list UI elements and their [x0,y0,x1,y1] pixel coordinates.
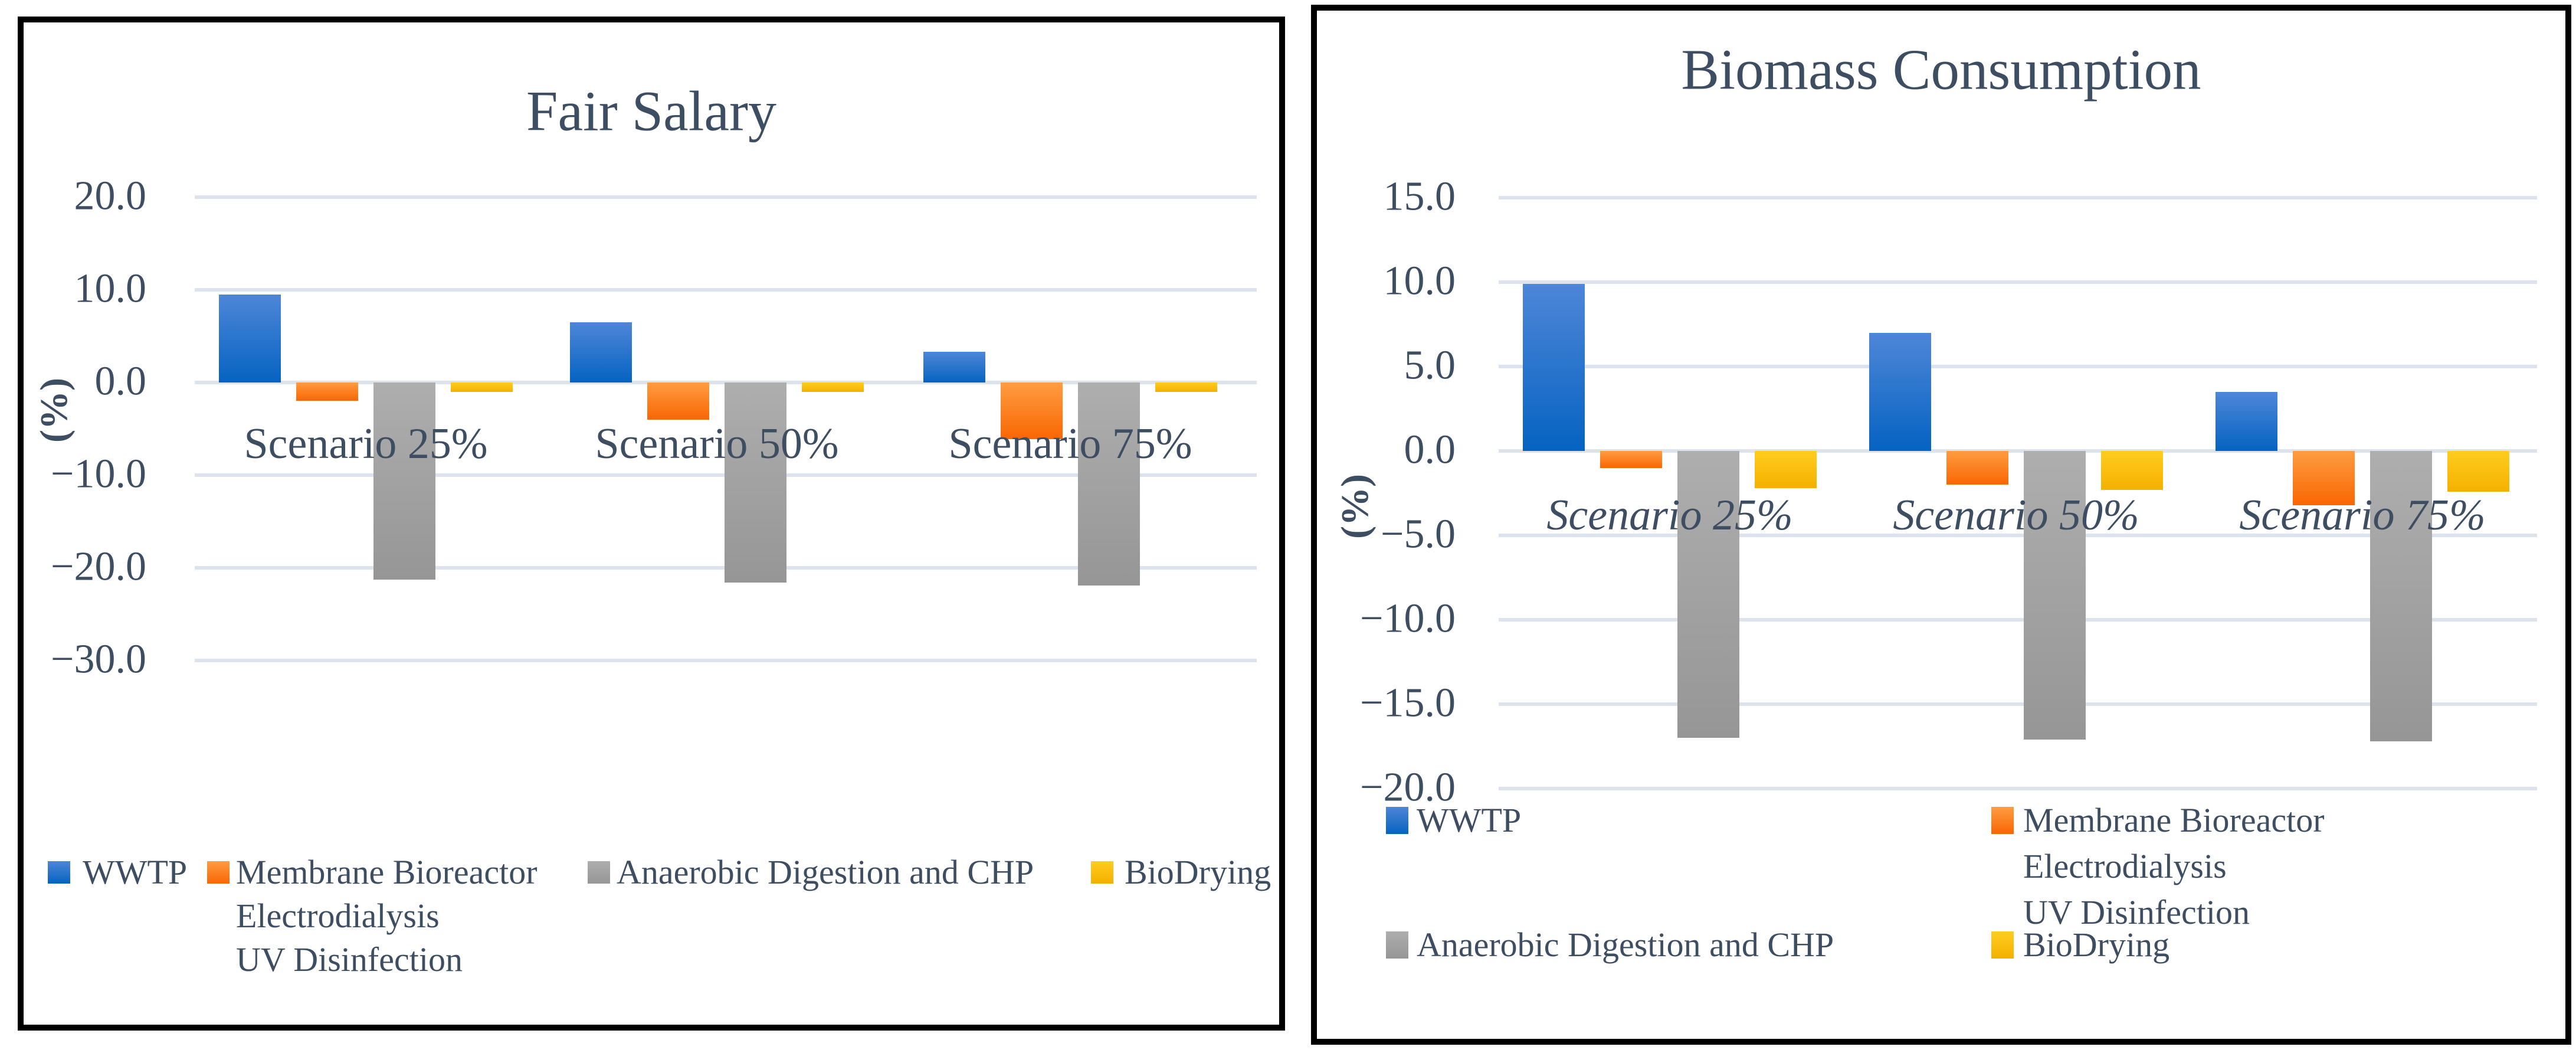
bar-gray [725,382,786,583]
bar-yellow [802,382,864,392]
legend-swatch-orange [207,861,230,884]
legend-swatch-yellow [1991,931,2014,959]
bar-blue [219,294,281,382]
bar-gray [2370,451,2432,741]
category-label: Scenario 25% [1546,491,1793,539]
gridline [1499,534,2537,537]
y-tick-label: 10.0 [74,266,147,312]
bar-blue [570,322,632,382]
legend-label: BioDrying [1125,853,1271,891]
bar-yellow [1755,451,1817,488]
bar-yellow [2447,451,2509,492]
gridline [195,288,1257,292]
bar-blue [2216,391,2277,451]
y-tick-label: −20.0 [51,544,146,590]
bar-gray [1677,451,1739,738]
y-tick-label: 0.0 [94,358,147,404]
bar-gray [373,382,435,580]
y-tick-label: −10.0 [1360,596,1456,642]
biomass-consumption-chart: Biomass Consumption (%) 15.0 10.0 5.0 0.0 −5… [1311,5,2571,1045]
y-axis-title: (%) [32,378,76,443]
y-tick-label: −30.0 [51,636,146,682]
bar-gray [1078,382,1140,586]
bar-orange [1001,382,1063,439]
y-tick-label: −10.0 [51,451,146,497]
legend-label: Membrane Bioreactor [2023,801,2325,839]
bar-orange [1600,451,1662,468]
y-tick-label: −20.0 [1360,764,1456,810]
y-tick-label: 0.0 [1404,427,1456,473]
y-tick-label: 5.0 [1404,342,1456,388]
gridline [1499,702,2537,706]
legend-swatch-blue [1386,807,1408,834]
legend-label: Anaerobic Digestion and CHP [617,853,1034,891]
legend-label: Electrodialysis [236,897,440,935]
legend-label: WWTP [83,853,188,891]
chart-title: Biomass Consumption [1681,38,2201,102]
bar-orange [296,382,358,401]
category-label: Scenario 25% [244,420,488,468]
legend-label: BioDrying [2023,926,2170,964]
legend-swatch-blue [48,861,70,884]
gridline [1499,280,2537,284]
legend-label: Membrane Bioreactor [236,853,538,891]
legend-label: UV Disinfection [2023,893,2250,931]
legend-swatch-orange [1991,807,2014,834]
bar-yellow [1155,382,1217,392]
bar-orange [647,382,709,420]
gridline [1499,365,2537,368]
category-label: Scenario 75% [2239,491,2486,539]
gridline [1499,787,2537,790]
legend-label: Electrodialysis [2023,847,2227,885]
category-label: Scenario 75% [948,420,1192,468]
bar-blue [1523,283,1585,451]
legend-label: WWTP [1417,801,1522,839]
y-tick-label: 15.0 [1383,174,1456,220]
fair-salary-chart: Fair Salary (%) 20.0 10.0 0.0 −10.0 −20.0 −30… [18,17,1285,1031]
category-label: Scenario 50% [1893,491,2139,539]
y-tick-label: −5.0 [1381,511,1456,557]
gridline [195,659,1257,662]
y-tick-label: −15.0 [1360,680,1456,726]
gridline [1499,449,2537,453]
chart-title: Fair Salary [526,79,776,143]
gridline [1499,196,2537,200]
y-tick-label: 10.0 [1383,258,1456,304]
bar-blue [923,352,985,382]
bar-gray [2024,451,2086,740]
legend-swatch-gray [1386,931,1408,959]
bar-yellow [2101,451,2163,490]
bar-orange [2293,451,2355,505]
y-axis-title: (%) [1333,474,1377,539]
bar-yellow [451,382,513,392]
legend-label: Anaerobic Digestion and CHP [1417,926,1834,964]
bar-orange [1946,451,2008,485]
y-tick-label: 20.0 [74,173,147,219]
gridline [1499,618,2537,622]
bar-blue [1869,332,1931,451]
category-label: Scenario 50% [595,420,839,468]
gridline [195,195,1257,199]
legend-swatch-yellow [1091,861,1113,884]
legend-swatch-gray [588,861,610,884]
legend-label: UV Disinfection [236,940,463,979]
